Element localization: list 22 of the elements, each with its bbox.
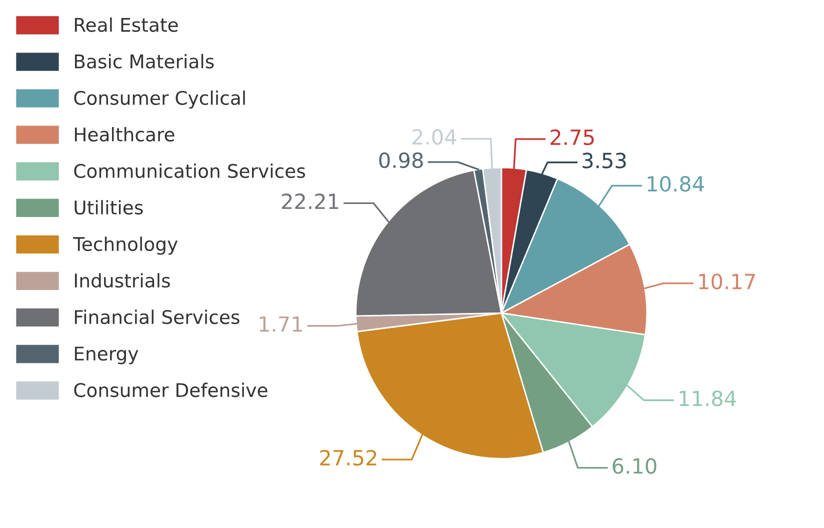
data-label: 22.21 [282, 193, 338, 209]
data-label: 6.10 [612, 458, 656, 474]
legend-label: Healthcare [74, 127, 174, 142]
data-label: 3.53 [582, 152, 626, 168]
data-label: 10.17 [699, 274, 755, 290]
data-label: 1.71 [260, 316, 302, 332]
data-label: 2.75 [550, 129, 594, 146]
legend-label: Real Estate [74, 17, 178, 32]
legend-label: Energy [74, 346, 138, 364]
data-label: 10.84 [648, 176, 704, 192]
data-label: 2.04 [412, 129, 456, 145]
legend-label: Industrials [74, 273, 170, 288]
legend-label: Basic Materials [74, 54, 214, 68]
data-label: 11.84 [680, 390, 736, 406]
legend-label: Utilities [74, 200, 143, 215]
legend-label: Consumer Defensive [74, 382, 268, 398]
data-label: 27.52 [320, 450, 376, 466]
legend-label: Technology [73, 236, 178, 255]
legend-label: Consumer Cyclical [74, 90, 245, 109]
legend-label: Communication Services [74, 164, 306, 178]
data-label: 0.98 [379, 152, 423, 168]
legend-label: Financial Services [74, 310, 240, 324]
